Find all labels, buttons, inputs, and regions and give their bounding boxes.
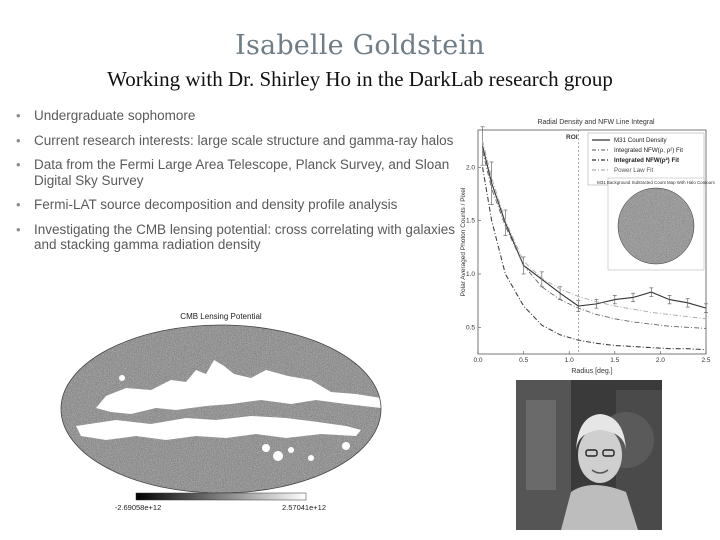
cmb-lensing-map: CMB Lensing Potential -2.69058e+12 2.570… bbox=[60, 312, 382, 512]
profile-photo bbox=[516, 380, 662, 530]
legend-entry: M31 Count Density bbox=[614, 137, 668, 144]
legend-entry: Integrated NFW(ρ, ρ²) Fit bbox=[614, 147, 683, 154]
roi-label: ROI bbox=[566, 134, 578, 141]
y-tick-label: 1.0 bbox=[466, 271, 475, 278]
x-tick-label: 0.0 bbox=[473, 357, 482, 364]
series-line-2 bbox=[482, 167, 707, 351]
inset-title: M31 Background Subtracted Count Map With… bbox=[597, 180, 715, 185]
series-line-3 bbox=[482, 140, 707, 320]
slide-title: Isabelle Goldstein bbox=[235, 30, 485, 61]
y-tick-label: 2.0 bbox=[466, 164, 475, 171]
x-tick-label: 0.5 bbox=[519, 357, 528, 364]
y-tick-label: 1.5 bbox=[466, 218, 475, 225]
bullet-item: Current research interests: large scale … bbox=[16, 133, 456, 149]
x-tick-label: 2.5 bbox=[701, 357, 710, 364]
legend: M31 Count Density Integrated NFW(ρ, ρ²) … bbox=[587, 132, 705, 186]
bullet-list: Undergraduate sophomore Current research… bbox=[16, 108, 456, 262]
inset-count-map: M31 Background Subtracted Count Map With… bbox=[597, 177, 716, 271]
legend-entry: Power Law Fit bbox=[614, 167, 653, 174]
x-tick-label: 1.0 bbox=[565, 357, 574, 364]
x-tick-label: 1.5 bbox=[610, 357, 619, 364]
galactic-mask bbox=[96, 360, 381, 414]
colorbar bbox=[135, 492, 307, 501]
bullet-item: Fermi-LAT source decomposition and densi… bbox=[16, 197, 456, 213]
chart-title: Radial Density and NFW Line Integral bbox=[537, 119, 655, 126]
x-tick-label: 2.0 bbox=[656, 357, 665, 364]
x-axis-label: Radius [deg.] bbox=[571, 368, 612, 375]
bullet-item: Data from the Fermi Large Area Telescope… bbox=[16, 157, 456, 188]
bullet-item: Undergraduate sophomore bbox=[16, 108, 456, 124]
y-tick-label: 0.5 bbox=[466, 324, 475, 331]
colorbar-max-label: 2.57041e+12 bbox=[282, 503, 326, 512]
series-line-0 bbox=[482, 145, 707, 309]
colorbar-min-label: -2.69058e+12 bbox=[115, 503, 162, 512]
radial-density-chart: Radial Density and NFW Line Integral Pol… bbox=[460, 119, 716, 375]
y-axis-label: Polar Averaged Photon Counts / Pixel bbox=[460, 187, 467, 296]
legend-entry: Integrated NFW(ρ²) Fit bbox=[614, 157, 679, 164]
series-line-1 bbox=[482, 151, 707, 329]
slide-subtitle: Working with Dr. Shirley Ho in the DarkL… bbox=[107, 67, 613, 91]
bullet-item: Investigating the CMB lensing potential:… bbox=[16, 222, 456, 253]
cmb-map-title: CMB Lensing Potential bbox=[180, 312, 262, 321]
